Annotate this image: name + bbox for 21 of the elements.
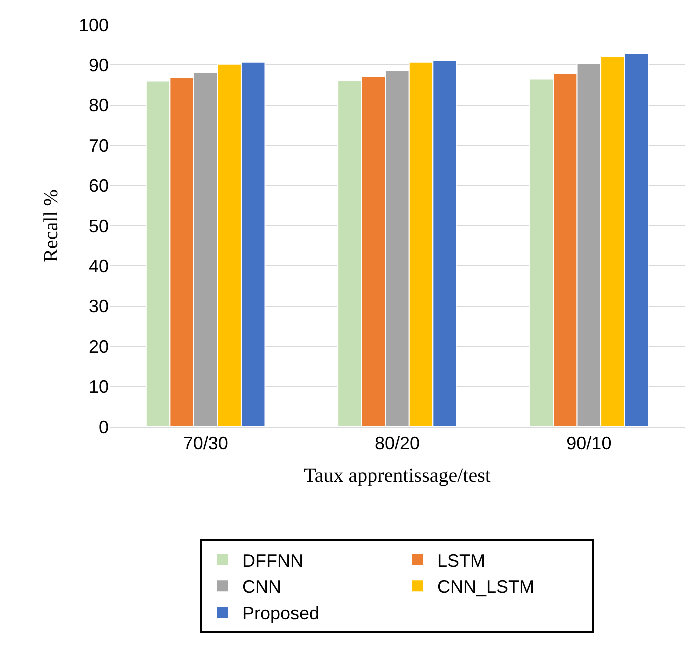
y-tick-label: 50 xyxy=(88,216,109,236)
y-tick-label: 10 xyxy=(88,377,109,398)
y-axis-title: Recall % xyxy=(40,190,62,262)
y-tick-label: 60 xyxy=(88,176,109,196)
legend-label: DFFNN xyxy=(242,550,304,571)
legend-label: CNN_LSTM xyxy=(438,577,535,598)
y-tick-label: 20 xyxy=(88,336,109,357)
y-tick-label: 90 xyxy=(88,56,109,76)
y-tick-label: 70 xyxy=(88,136,109,156)
x-tick-label: 90/10 xyxy=(566,434,612,454)
x-tick-label: 70/30 xyxy=(183,434,228,454)
legend-label: Proposed xyxy=(242,604,320,624)
legend-label: LSTM xyxy=(438,550,486,571)
y-tick-label: 0 xyxy=(98,417,109,438)
y-tick-label: 40 xyxy=(88,256,109,276)
y-tick-label: 30 xyxy=(88,296,109,317)
legend-label: CNN xyxy=(242,577,282,598)
y-tick-label: 100 xyxy=(78,15,109,36)
y-tick-label: 80 xyxy=(88,96,109,116)
x-tick-label: 80/20 xyxy=(374,434,420,454)
x-axis-title: Taux apprentissage/test xyxy=(304,465,492,488)
